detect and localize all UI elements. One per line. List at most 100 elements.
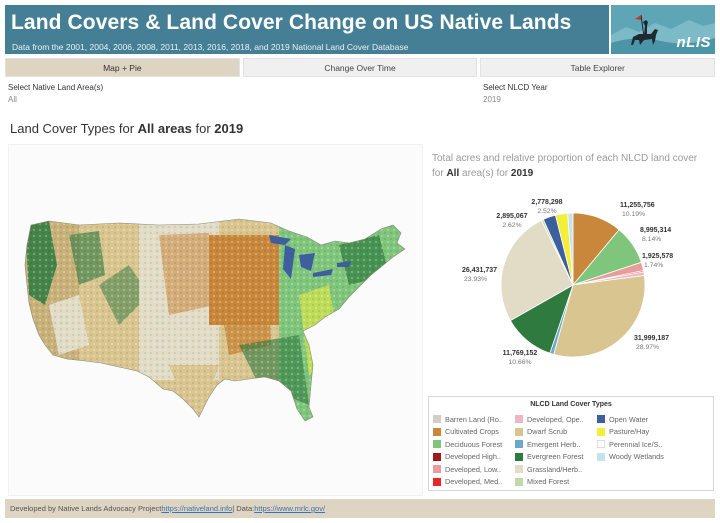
pie-value-label: 11,255,756 xyxy=(620,202,655,209)
legend-label: Woody Wetlands xyxy=(609,452,664,462)
legend-label: Open Water xyxy=(609,414,649,424)
pie-percent-label: 2.62% xyxy=(502,222,521,229)
land-cover-pie-chart[interactable]: 11,255,756 10.19% 8,995,314 8.14% 1,925,578 1… xyxy=(428,185,718,390)
legend-label: Pasture/Hay xyxy=(609,427,650,437)
footer: Developed by Native Lands Advocacy Proje… xyxy=(5,499,715,518)
dashboard-title: Land Covers & Land Cover Change on US Na… xyxy=(11,11,572,34)
pie-title-mid: area(s) for xyxy=(459,168,511,179)
legend-label: Perennial Ice/S.. xyxy=(609,439,663,449)
mrlc-link[interactable]: https://www.mrlc.gov/ xyxy=(254,504,326,513)
legend-swatch xyxy=(597,415,605,424)
pie-slice[interactable] xyxy=(500,219,574,322)
legend-label: Dwarf Scrub xyxy=(527,427,568,437)
legend-item[interactable]: Developed, Ope.. xyxy=(515,413,595,426)
legend-item[interactable]: Dwarf Scrub xyxy=(515,426,595,439)
dashboard-subtitle: Data from the 2001, 2004, 2006, 2008, 20… xyxy=(12,42,409,52)
tab-change-over-time[interactable]: Change Over Time xyxy=(242,58,478,77)
area-filter-value[interactable]: All xyxy=(8,95,17,104)
legend-item[interactable]: Emergent Herb.. xyxy=(515,438,595,451)
legend-item[interactable]: Pasture/Hay xyxy=(597,426,697,439)
legend-item[interactable]: Woody Wetlands xyxy=(597,451,697,464)
pie-title: Total acres and relative proportion of e… xyxy=(432,151,717,181)
pie-value-label: 26,431,737 xyxy=(462,267,497,274)
pie-value-label: 31,999,187 xyxy=(634,335,669,342)
year-filter-value[interactable]: 2019 xyxy=(483,95,501,104)
horse-rider-icon xyxy=(611,5,715,54)
legend-label: Developed, Low.. xyxy=(445,464,501,474)
legend-item[interactable]: Grassland/Herb.. xyxy=(515,463,595,476)
legend-item[interactable]: Evergreen Forest xyxy=(515,451,595,464)
dashboard-header: Land Covers & Land Cover Change on US Na… xyxy=(5,5,609,54)
tab-map-pie[interactable]: Map + Pie xyxy=(5,58,240,77)
legend-label: Emergent Herb.. xyxy=(527,439,581,449)
legend-swatch xyxy=(433,440,441,449)
pie-percent-label: 28.97% xyxy=(636,344,659,351)
area-filter-label: Select Native Land Area(s) xyxy=(8,83,104,92)
nlis-logo[interactable]: nLIS xyxy=(611,5,715,54)
legend-swatch xyxy=(433,465,441,474)
pie-slice[interactable] xyxy=(567,212,574,286)
section-title: Land Cover Types for All areas for 2019 xyxy=(10,121,243,136)
legend-swatch xyxy=(515,427,523,436)
legend-label: Developed High.. xyxy=(445,452,501,462)
legend-swatch xyxy=(515,465,523,474)
legend-swatch xyxy=(597,452,605,461)
legend-label: Developed, Med.. xyxy=(445,477,503,487)
pie-title-prefix: for xyxy=(432,168,447,179)
legend-item[interactable]: Mixed Forest xyxy=(515,476,595,489)
land-cover-map[interactable] xyxy=(8,144,423,496)
pie-percent-label: 10.66% xyxy=(508,359,531,366)
legend-item[interactable]: Barren Land (Ro.. xyxy=(433,413,513,426)
legend-swatch xyxy=(433,415,441,424)
year-filter[interactable]: Select NLCD Year 2019 xyxy=(483,83,683,104)
legend-item[interactable]: Perennial Ice/S.. xyxy=(597,438,697,451)
legend-swatch xyxy=(433,452,441,461)
pie-value-label: 2,778,298 xyxy=(531,199,562,206)
legend-label: Developed, Ope.. xyxy=(527,414,584,424)
logo-text: nLIS xyxy=(676,34,711,51)
area-filter[interactable]: Select Native Land Area(s) All xyxy=(8,83,208,104)
pie-title-area: All xyxy=(446,168,460,179)
pie-percent-label: 1.74% xyxy=(644,262,663,269)
pie-title-year: 2019 xyxy=(510,168,534,179)
pie-title-line1: Total acres and relative proportion of e… xyxy=(432,153,698,164)
pie-percent-label: 2.52% xyxy=(537,208,556,215)
legend-swatch xyxy=(597,440,605,449)
legend-label: Mixed Forest xyxy=(527,477,570,487)
us-map[interactable] xyxy=(9,145,424,497)
legend-item[interactable]: Open Water xyxy=(597,413,697,426)
year-filter-label: Select NLCD Year xyxy=(483,83,548,92)
legend-label: Cultivated Crops xyxy=(445,427,499,437)
legend-item[interactable]: Deciduous Forest xyxy=(433,438,513,451)
legend-item[interactable]: Cultivated Crops xyxy=(433,426,513,439)
legend-swatch xyxy=(515,452,523,461)
legend-item[interactable]: Developed High.. xyxy=(433,451,513,464)
legend-item[interactable]: Developed, Med.. xyxy=(433,476,513,489)
legend-label: Evergreen Forest xyxy=(527,452,584,462)
pie-percent-label: 8.14% xyxy=(642,236,661,243)
legend-label: Barren Land (Ro.. xyxy=(445,414,504,424)
tab-bar: Map + Pie Change Over Time Table Explore… xyxy=(5,58,716,77)
tab-table-explorer[interactable]: Table Explorer xyxy=(480,58,716,77)
pie-slice[interactable] xyxy=(553,274,646,358)
pie-percent-label: 10.19% xyxy=(622,211,645,218)
legend-title: NLCD Land Cover Types xyxy=(530,401,612,408)
pie-value-label: 1,925,578 xyxy=(642,253,673,260)
legend-swatch xyxy=(433,427,441,436)
land-cover-legend: NLCD Land Cover Types Barren Land (Ro.. C… xyxy=(428,396,714,491)
legend-label: Deciduous Forest xyxy=(445,439,503,449)
nativeland-link[interactable]: https://nativeland.info xyxy=(161,504,233,513)
legend-item[interactable]: Developed, Low.. xyxy=(433,463,513,476)
pie-value-label: 2,895,067 xyxy=(496,213,527,220)
legend-swatch xyxy=(515,440,523,449)
footer-prefix: Developed by Native Lands Advocacy Proje… xyxy=(10,504,162,513)
pie-percent-label: 23.93% xyxy=(464,276,487,283)
section-title-mid: for xyxy=(191,121,215,136)
section-title-area: All areas xyxy=(137,121,192,136)
legend-swatch xyxy=(515,477,523,486)
legend-grid: Barren Land (Ro.. Cultivated Crops Deciduo… xyxy=(433,413,697,488)
legend-swatch xyxy=(433,477,441,486)
section-title-prefix: Land Cover Types for xyxy=(10,121,138,136)
legend-swatch xyxy=(597,427,605,436)
section-title-year: 2019 xyxy=(214,121,244,136)
